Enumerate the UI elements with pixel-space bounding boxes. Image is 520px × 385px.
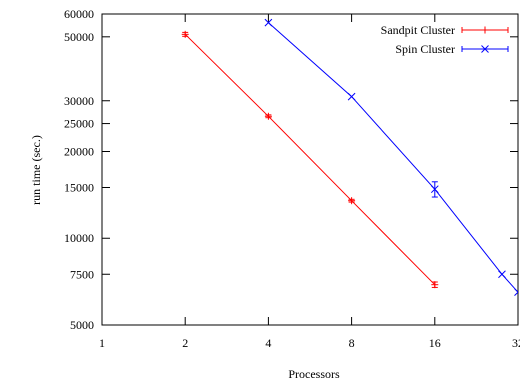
- x-axis: 1 2 4 8 16 32: [99, 14, 520, 350]
- y-tick-label: 5000: [70, 318, 94, 332]
- data-point-d2: [347, 92, 356, 101]
- series-line: [184, 33, 436, 286]
- x-tick-label: 8: [349, 336, 355, 350]
- series-2: [264, 18, 518, 297]
- x-tick-label: 32: [512, 336, 520, 350]
- data-point-d1: [514, 288, 518, 293]
- y-tick-label: 60000: [64, 7, 94, 21]
- series-layer: [181, 18, 518, 297]
- legend-label: Sandpit Cluster: [381, 23, 455, 37]
- series-line: [268, 22, 518, 293]
- series-1: [181, 30, 439, 289]
- y-tick-label: 7500: [70, 267, 94, 281]
- y-tick-label: 15000: [64, 181, 94, 195]
- x-tick-label: 2: [182, 336, 188, 350]
- data-point-d2: [264, 18, 273, 27]
- y-tick-label: 10000: [64, 231, 94, 245]
- y-axis: 5000 7500 10000 15000 20000 25000 30000 50000 60…: [64, 7, 518, 332]
- y-axis-label: run time (sec.): [29, 135, 43, 205]
- data-point-d2: [430, 185, 439, 194]
- x-axis-label: Processors: [288, 367, 340, 381]
- data-point-d2: [498, 270, 506, 279]
- y-tick-label: 20000: [64, 144, 94, 158]
- y-tick-label: 50000: [64, 30, 94, 44]
- y-tick-label: 25000: [64, 117, 94, 131]
- legend-marker-d2: [481, 45, 489, 53]
- y-tick-label: 30000: [64, 94, 94, 108]
- legend: Sandpit Cluster Spin Cluster: [381, 23, 509, 56]
- plot-frame: [101, 13, 519, 326]
- x-tick-label: 16: [429, 336, 441, 350]
- x-tick-label: 4: [265, 336, 271, 350]
- legend-label: Spin Cluster: [395, 42, 455, 56]
- data-point-d2: [514, 291, 518, 297]
- x-tick-label: 1: [99, 336, 105, 350]
